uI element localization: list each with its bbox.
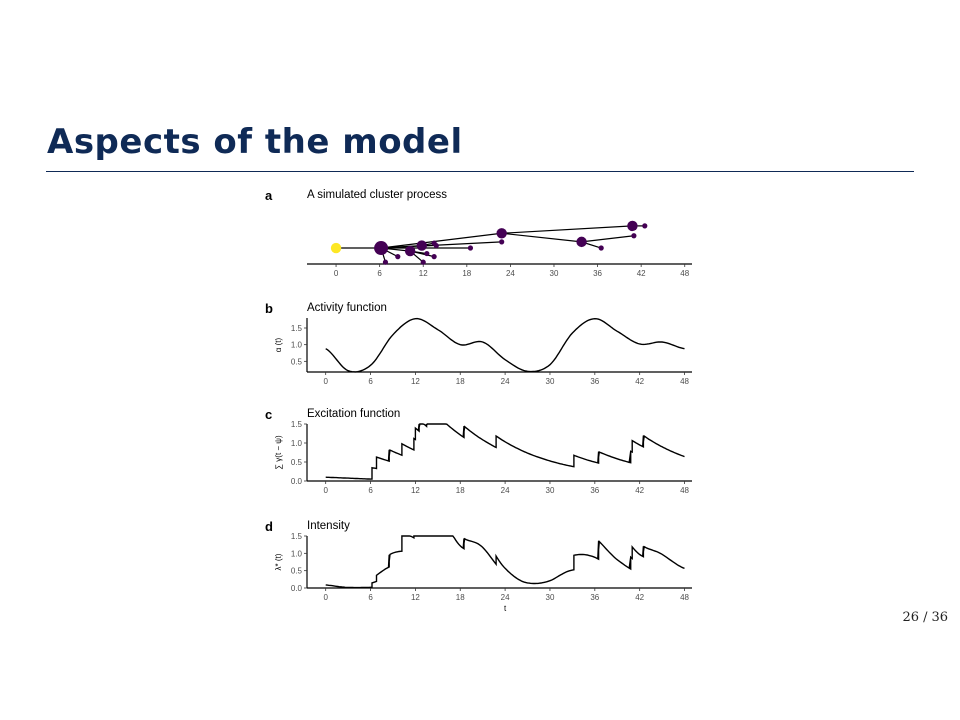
panel-title-d: Intensity (307, 520, 350, 532)
x-tick-label: 12 (411, 377, 420, 386)
x-tick-label: 12 (419, 269, 428, 278)
x-tick-label: 24 (501, 486, 510, 495)
tree-node (404, 245, 416, 257)
tree-edge (501, 232, 582, 243)
y-axis-label-c: ∑ γ(t − ψ) (274, 435, 283, 470)
x-tick-label: 30 (546, 486, 555, 495)
page-separator: / (923, 610, 928, 625)
tree-node (499, 239, 505, 245)
page-number: 26/36 (903, 610, 948, 625)
panel-letter-c: c (265, 407, 272, 422)
x-tick-label: 0 (323, 377, 328, 386)
x-tick-label: 6 (368, 593, 373, 602)
x-tick-label: 36 (593, 269, 602, 278)
page-total: 36 (931, 610, 948, 625)
tree-node (631, 233, 637, 239)
x-tick-label: 12 (411, 486, 420, 495)
y-tick-label: 1.0 (291, 549, 303, 558)
tree-node (433, 242, 439, 249)
y-tick-label: 1.5 (291, 324, 303, 333)
x-tick-label: 42 (635, 377, 644, 386)
x-tick-label: 42 (635, 486, 644, 495)
x-tick-label: 18 (456, 593, 465, 602)
tree-node (598, 245, 604, 251)
panel-title-a: A simulated cluster process (307, 189, 447, 201)
tree-node (496, 228, 507, 239)
x-tick-label: 12 (411, 593, 420, 602)
tree-node (576, 236, 587, 248)
tree-node (467, 245, 474, 251)
activity-line (325, 317, 685, 373)
x-tick-label: 24 (506, 269, 515, 278)
x-tick-label: 48 (680, 593, 689, 602)
tree-node (627, 220, 638, 232)
x-tick-label: 30 (550, 269, 559, 278)
x-tick-label: 24 (501, 377, 510, 386)
panel-title-c: Excitation function (307, 408, 400, 420)
tree-edge (381, 232, 502, 249)
x-tick-label: 42 (635, 593, 644, 602)
x-tick-label: 42 (637, 269, 646, 278)
x-tick-label: 0 (323, 486, 328, 495)
x-tick-label: 30 (546, 377, 555, 386)
x-tick-label: 0 (323, 593, 328, 602)
y-tick-label: 0.0 (291, 477, 303, 486)
x-tick-label: 18 (456, 377, 465, 386)
x-tick-label: 18 (456, 486, 465, 495)
x-tick-label: 6 (368, 486, 373, 495)
panel-letter-a: a (265, 188, 273, 203)
y-tick-label: 0.0 (291, 584, 303, 593)
x-tick-label: 48 (680, 269, 689, 278)
x-axis-label-d: t (504, 604, 507, 613)
y-tick-label: 1.5 (291, 532, 303, 541)
y-axis-label-d: λ* (t) (274, 553, 283, 570)
tree-node (330, 242, 342, 254)
x-tick-label: 48 (680, 486, 689, 495)
tree-node (374, 241, 389, 256)
y-tick-label: 0.5 (291, 458, 303, 467)
tree-edge (501, 225, 633, 234)
x-tick-label: 36 (590, 593, 599, 602)
panel-letter-d: d (265, 519, 273, 534)
title-divider (46, 171, 914, 172)
y-axis-label-b: α (t) (274, 337, 283, 352)
tree-node (416, 240, 427, 251)
intensity-line (325, 535, 685, 589)
x-tick-label: 48 (680, 377, 689, 386)
tree-node (382, 259, 389, 265)
x-tick-label: 0 (334, 269, 339, 278)
x-tick-label: 24 (501, 593, 510, 602)
panel-letter-b: b (265, 301, 273, 316)
x-tick-label: 36 (590, 486, 599, 495)
excitation-line (325, 423, 685, 480)
y-tick-label: 1.5 (291, 420, 303, 429)
y-tick-label: 0.5 (291, 357, 303, 366)
tree-node (420, 259, 426, 265)
tree-edge (581, 235, 634, 243)
x-tick-label: 6 (368, 377, 373, 386)
y-tick-label: 1.0 (291, 341, 303, 350)
tree-node (424, 250, 430, 257)
page-current: 26 (902, 610, 920, 625)
tree-node (395, 254, 401, 260)
tree-node (642, 223, 648, 229)
y-tick-label: 1.0 (291, 439, 303, 448)
x-tick-label: 30 (546, 593, 555, 602)
x-tick-label: 18 (462, 269, 471, 278)
tree-edge (381, 241, 502, 249)
tree-node (431, 254, 437, 260)
slide-title: Aspects of the model (47, 122, 463, 162)
x-tick-label: 36 (590, 377, 599, 386)
panel-title-b: Activity function (307, 302, 387, 314)
x-tick-label: 6 (377, 269, 382, 278)
y-tick-label: 0.5 (291, 567, 303, 576)
